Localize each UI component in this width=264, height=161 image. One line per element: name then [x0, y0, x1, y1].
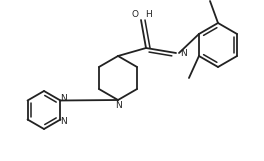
Text: O: O — [132, 9, 139, 19]
Text: N: N — [60, 94, 67, 103]
Text: H: H — [145, 9, 152, 19]
Text: N: N — [115, 100, 121, 109]
Text: N: N — [60, 117, 67, 126]
Text: N: N — [180, 48, 187, 57]
